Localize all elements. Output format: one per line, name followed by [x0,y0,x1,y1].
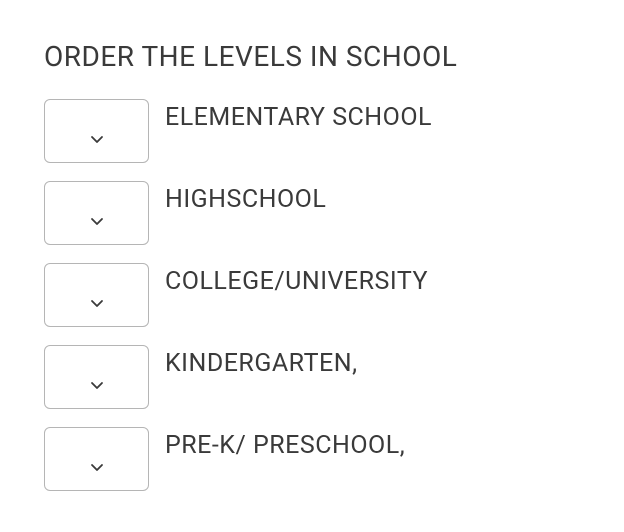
option-label: ELEMENTARY SCHOOL [165,103,432,132]
question-title: ORDER THE LEVELS IN SCHOOL [44,40,580,73]
order-row: PRE-K/ PRESCHOOL, [44,427,580,491]
chevron-down-icon [90,461,104,475]
option-label: PRE-K/ PRESCHOOL, [165,431,405,460]
order-dropdown-3[interactable] [44,263,149,327]
order-row: ELEMENTARY SCHOOL [44,99,580,163]
chevron-down-icon [90,297,104,311]
chevron-down-icon [90,133,104,147]
option-label: HIGHSCHOOL [165,185,326,214]
chevron-down-icon [90,379,104,393]
order-row: HIGHSCHOOL [44,181,580,245]
order-dropdown-1[interactable] [44,99,149,163]
order-dropdown-4[interactable] [44,345,149,409]
order-row: COLLEGE/UNIVERSITY [44,263,580,327]
order-dropdown-2[interactable] [44,181,149,245]
chevron-down-icon [90,215,104,229]
option-label: COLLEGE/UNIVERSITY [165,267,428,296]
order-row: KINDERGARTEN, [44,345,580,409]
order-dropdown-5[interactable] [44,427,149,491]
option-label: KINDERGARTEN, [165,349,358,378]
